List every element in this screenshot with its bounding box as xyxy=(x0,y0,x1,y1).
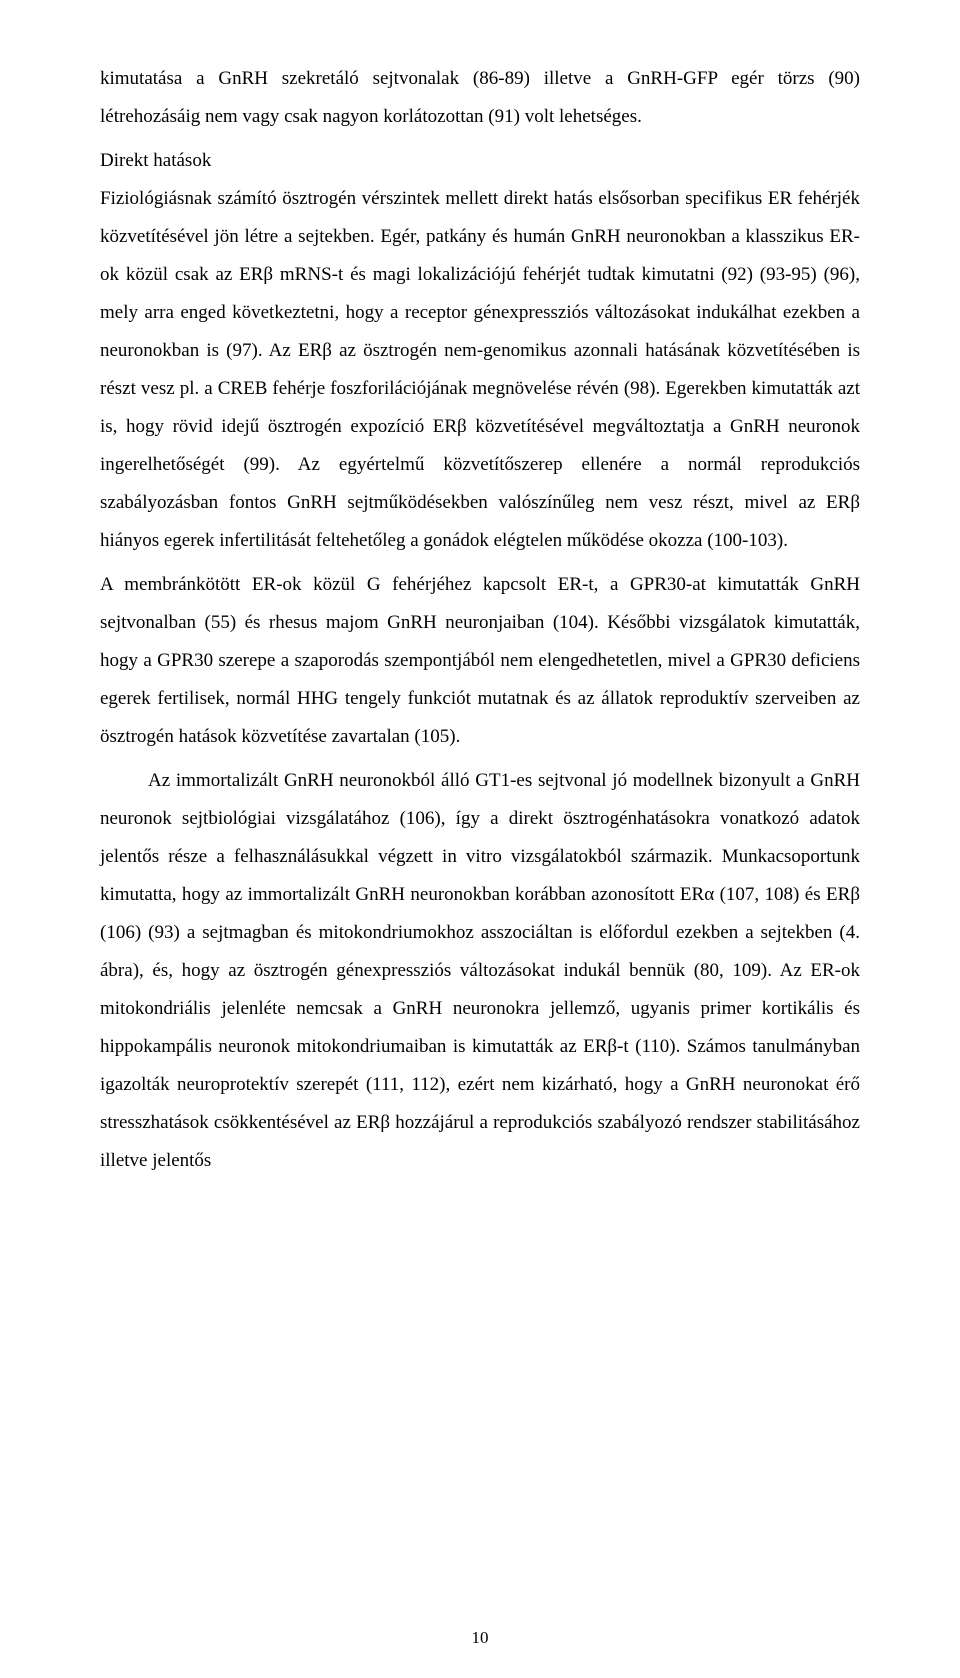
section-heading-direkt-hatasok: Direkt hatások xyxy=(100,142,860,180)
page-number: 10 xyxy=(0,1628,960,1648)
body-paragraph-continuation: kimutatása a GnRH szekretáló sejtvonalak… xyxy=(100,60,860,136)
body-paragraph: Fiziológiásnak számító ösztrogén vérszin… xyxy=(100,180,860,560)
document-page: kimutatása a GnRH szekretáló sejtvonalak… xyxy=(0,0,960,1678)
body-paragraph: A membránkötött ER-ok közül G fehérjéhez… xyxy=(100,566,860,756)
body-paragraph-indented: Az immortalizált GnRH neuronokból álló G… xyxy=(100,762,860,1180)
